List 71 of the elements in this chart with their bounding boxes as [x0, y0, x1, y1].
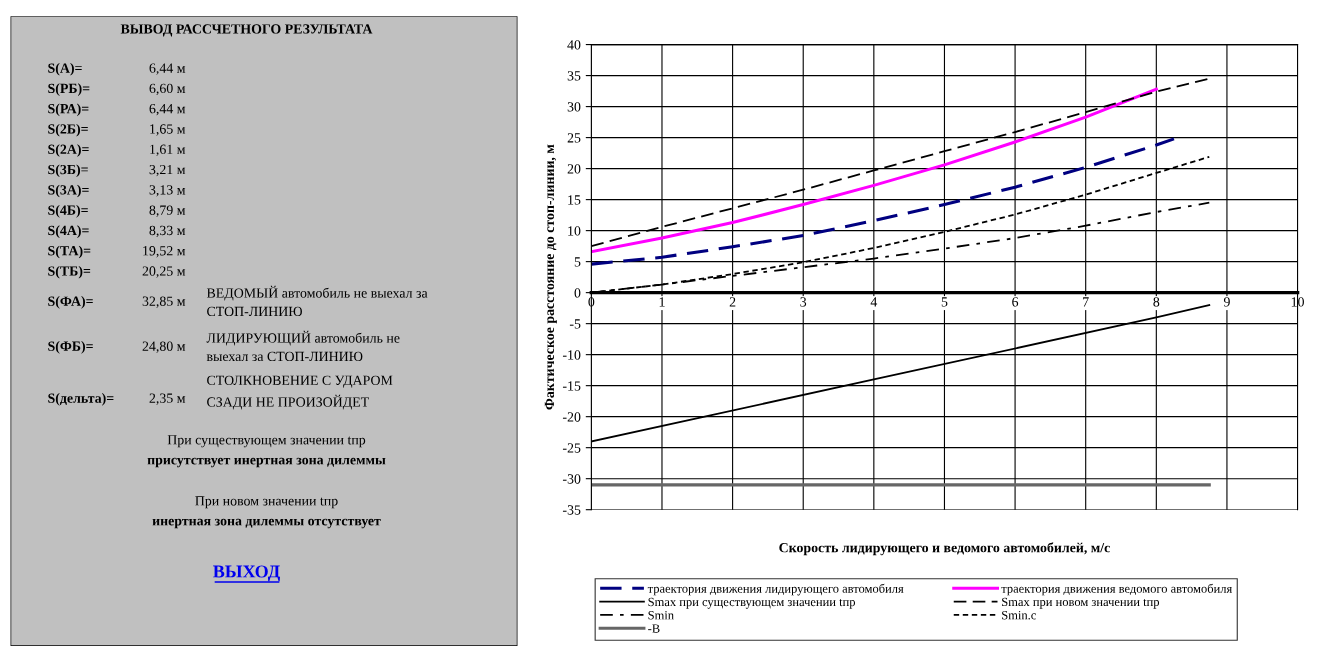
text: 6,60 м — [149, 83, 186, 96]
text: S(4Б)= — [48, 205, 88, 218]
y-tick-label: 15 — [568, 195, 581, 205]
y-tick-label: -15 — [562, 381, 581, 391]
y-tick-label: 0 — [574, 288, 581, 298]
legend-label: -B — [648, 624, 660, 633]
x-tick-label: 6 — [1012, 297, 1019, 307]
y-axis-title: Фактическое расстояние до стоп-линии, м — [544, 144, 557, 410]
y-tick-label: -5 — [569, 319, 581, 329]
y-tick-label: 35 — [567, 71, 581, 81]
y-tick-label: -30 — [562, 474, 581, 484]
y-tick-label: 20 — [567, 164, 581, 174]
text: S(2А)= — [48, 144, 89, 157]
y-tick-label: 25 — [567, 133, 581, 143]
text: ВЫХОД — [213, 565, 280, 582]
text: S(4А)= — [48, 225, 89, 238]
x-tick-label: 4 — [870, 297, 878, 307]
x-tick-label: 9 — [1223, 297, 1230, 307]
legend-label: траектория движения лидирующего автомобиля — [647, 583, 904, 596]
text: S(дельта)= — [48, 393, 114, 406]
text: 6,44 м — [149, 104, 186, 116]
text: S(ФА)= — [48, 296, 93, 309]
text: 20,25 м — [142, 266, 186, 278]
legend-label: Smax при новом значении tпр — [1002, 597, 1160, 609]
text: При новом значении tпр — [195, 496, 338, 509]
text: S(3Б)= — [48, 164, 88, 178]
x-tick-label: 2 — [729, 297, 736, 307]
y-tick-label: 30 — [567, 102, 581, 112]
legend-label: траектория движения ведомого автомобиля — [1001, 583, 1233, 596]
legend-label: Smax при существующем значении tпр — [648, 597, 856, 609]
text: S(А)= — [48, 62, 82, 76]
y-tick-label: 5 — [574, 257, 581, 267]
text: S(3А)= — [48, 184, 89, 198]
x-tick-label: 8 — [1153, 297, 1160, 307]
text: S(ТА)= — [48, 245, 91, 259]
text: S(2Б)= — [48, 123, 88, 137]
text: 24,80 м — [142, 341, 186, 353]
x-tick-label: 1 — [659, 297, 665, 307]
text: 32,85 м — [142, 296, 186, 308]
text: 8,33 м — [149, 225, 186, 238]
x-tick-label: 7 — [1083, 297, 1089, 307]
text: S(РБ)= — [48, 83, 90, 96]
text: 3,21 м — [149, 164, 186, 177]
text: инертная зона дилеммы отсутствует — [152, 518, 381, 529]
x-axis-title: Скорость лидирующего и ведомого автомобилей, м/с — [779, 542, 1110, 556]
y-tick-label: -10 — [562, 350, 581, 360]
text: S(РА)= — [48, 103, 89, 117]
text: S(ФБ)= — [48, 341, 93, 354]
y-tick-label: -25 — [562, 443, 581, 453]
x-tick-label: 3 — [800, 297, 807, 307]
text: 6,44 м — [149, 63, 186, 75]
y-tick-label: 10 — [568, 226, 581, 236]
x-tick-label: 5 — [941, 297, 948, 307]
text: 2,35 м — [149, 393, 186, 405]
text: СТОЛКНОВЕНИЕ С УДАРОМ СЗАДИ НЕ ПРОИЗОЙДЕТ — [207, 375, 393, 410]
text: ВЫВОД РАССЧЕТНОГО РЕЗУЛЬТАТА — [120, 24, 373, 37]
text: ВЕДОМЫЙ автомобиль не выехал за СТОП-ЛИНИЮ — [206, 285, 428, 317]
legend-label: Smin — [648, 611, 674, 620]
text: ЛИДИРУЮЩИЙ автомобиль не выехал за СТОП-ЛИНИЮ — [206, 330, 400, 362]
legend-label: Smin.c — [1002, 610, 1036, 620]
y-tick-label: -35 — [562, 505, 581, 515]
text: При существующем значении tпр — [167, 435, 366, 448]
text: 8,79 м — [149, 205, 186, 217]
text: присутствует инертная зона дилеммы — [147, 457, 386, 468]
text: 1,65 м — [150, 124, 186, 136]
text: S(ТБ)= — [48, 265, 91, 279]
text: 3,13 м — [149, 185, 186, 197]
y-tick-label: -20 — [562, 412, 581, 422]
y-tick-label: 40 — [567, 40, 581, 50]
text: 19,52 м — [143, 246, 186, 258]
text: 1,61 м — [150, 144, 186, 156]
